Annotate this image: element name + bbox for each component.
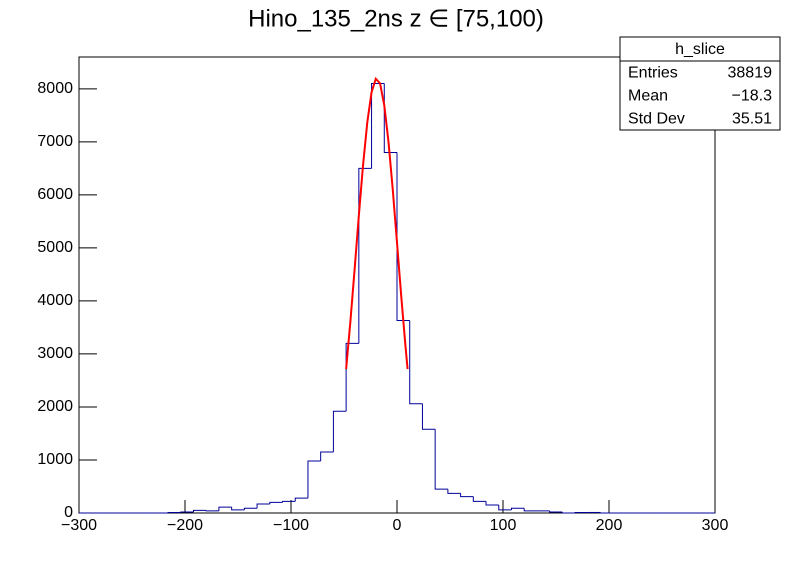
histogram-bin [561, 511, 576, 514]
histogram-bin [549, 510, 563, 513]
histogram-bin [294, 497, 308, 502]
histogram-bin [282, 500, 296, 503]
y-tick-label: 6000 [37, 186, 73, 203]
stats-box [619, 36, 781, 131]
stats-label: Mean [628, 88, 668, 105]
y-tick-label: 1000 [37, 451, 73, 468]
stats-label: Std Dev [628, 111, 685, 128]
histogram-bin [574, 511, 588, 513]
histogram-bin [447, 489, 461, 494]
histogram-bin [218, 506, 232, 511]
histogram-bin [523, 508, 537, 512]
histogram-bin [205, 510, 219, 512]
y-tick-label: 8000 [37, 80, 73, 97]
stats-title: h_slice [675, 41, 725, 58]
x-tick-label: 200 [596, 517, 623, 534]
stats-value: 35.51 [732, 111, 772, 128]
histogram-bin [498, 505, 512, 511]
stats-label: Entries [628, 65, 678, 82]
y-tick-label: 2000 [37, 398, 73, 415]
histogram-bin [180, 511, 194, 513]
histogram-bin [345, 342, 359, 412]
x-tick-label: −200 [167, 517, 203, 534]
y-tick-label: 5000 [37, 239, 73, 256]
histogram-bin [460, 493, 474, 498]
histogram-bin [409, 320, 423, 405]
histogram-bin [320, 451, 334, 462]
fit-curve [345, 76, 409, 370]
x-tick-label: −300 [61, 517, 97, 534]
histogram-bin [396, 152, 410, 322]
histogram-bin [358, 167, 372, 344]
stats-value: −18.3 [732, 88, 773, 105]
histogram-bin [307, 460, 321, 499]
x-tick-label: 300 [702, 517, 729, 534]
histogram-bin [269, 501, 283, 504]
histogram-bin [192, 509, 207, 512]
histogram-bin [332, 410, 347, 453]
histogram-bin [485, 501, 499, 506]
y-tick-label: 7000 [37, 133, 73, 150]
histogram-bin [434, 429, 448, 490]
y-tick-label: 0 [64, 504, 73, 521]
histogram-bin [421, 403, 436, 430]
histogram-bin [231, 507, 245, 511]
histogram-bin [167, 511, 181, 513]
histogram-bin [510, 507, 525, 510]
x-tick-label: 100 [490, 517, 517, 534]
stats-value: 38819 [728, 65, 773, 82]
histogram-bin [256, 503, 270, 509]
chart-title: Hino_135_2ns z ∈ [75,100) [248, 5, 544, 32]
y-tick-label: 3000 [37, 345, 73, 362]
histogram-bin [243, 507, 258, 510]
x-tick-label: −100 [273, 517, 309, 534]
histogram-bin [600, 512, 614, 514]
x-tick-label: 0 [393, 517, 402, 534]
histogram-bin [472, 496, 487, 502]
y-tick-label: 4000 [37, 292, 73, 309]
